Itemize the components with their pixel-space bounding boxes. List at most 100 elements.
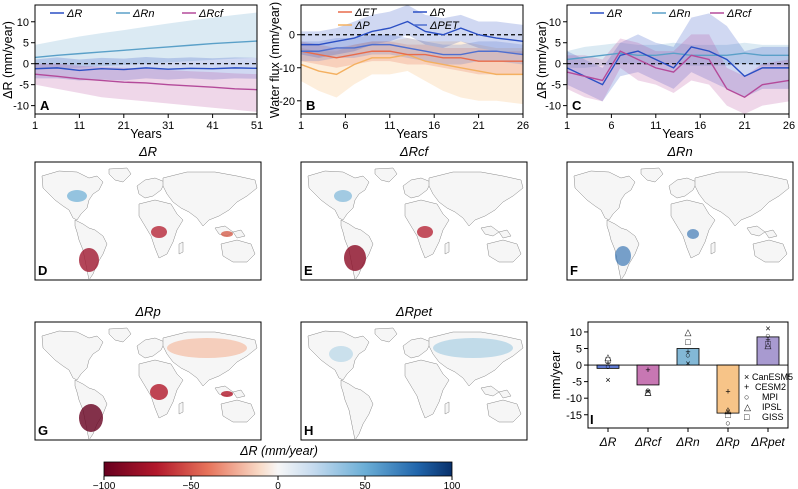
bar-xlabel-dR: ΔR (599, 435, 617, 449)
xtick-label-a-31: 31 (162, 120, 174, 132)
ytick-label-c-5: 5 (555, 38, 561, 50)
map-h-hotspot-asia (433, 338, 513, 358)
bar-ytick-label-5: 5 (576, 344, 582, 356)
xtick-label-c-1: 1 (564, 120, 570, 132)
xtick-label-b-1: 1 (298, 120, 304, 132)
bar-dR-model-1: + (605, 358, 610, 368)
ytick-label-c-10: 10 (549, 17, 561, 29)
bar-dRn-model-3: △ (685, 327, 692, 337)
bar-xlabel-dRp: ΔRp (715, 435, 740, 449)
map-f-title: ΔRn (666, 144, 692, 159)
colorbar-bar (103, 461, 453, 477)
panel-b-legend: ΔET ΔR ΔP ΔPET (338, 7, 460, 32)
bar-dR-model-0: × (605, 375, 610, 385)
model-label-3: IPSL (762, 402, 782, 412)
model-marker-3: △ (744, 402, 751, 412)
map-g-hotspot-seasia (221, 391, 233, 397)
map-e-title: ΔRcf (399, 144, 430, 159)
bar-dRpet-model-1: + (765, 335, 770, 345)
ytick-label-a-5: 5 (23, 38, 29, 50)
xtick-label-c-21: 21 (738, 120, 750, 132)
legend-label-dRn-c: ΔRn (668, 8, 690, 20)
ytick-label-b--10: -10 (279, 63, 295, 75)
bar-dRcf-model-3: △ (645, 387, 652, 397)
map-h-title: ΔRpet (395, 304, 434, 319)
map-e: ΔRcf E (300, 144, 528, 281)
map-h-hotspot-namerica (329, 346, 353, 362)
bar-dRcf-model-4: □ (645, 388, 651, 398)
bar-xlabel-dRn: ΔRn (675, 435, 700, 449)
model-marker-0: × (744, 372, 749, 382)
line-b-dR (301, 20, 524, 46)
bar-ytick-label--5: -5 (572, 377, 582, 389)
line-c-dRcf (566, 50, 790, 99)
bar-dRpet-model-0: × (765, 324, 770, 334)
line-b-dET (300, 50, 523, 62)
panel-c-ylabel: ΔR (mm/year) (535, 21, 549, 99)
legend-label-dR-c: ΔR (606, 8, 622, 20)
panel-i-plot: ×+○△□ΔR×+○△□ΔRcf×+○△□ΔRn×+○△□ΔRp×+○△□ΔRp… (566, 324, 788, 449)
bar-ytick-label--10: -10 (566, 393, 582, 405)
ytick-label-b--20: -20 (279, 96, 295, 108)
ytick-label-c--10: -10 (545, 101, 561, 113)
bar-xlabel-dRcf: ΔRcf (634, 435, 663, 449)
model-marker-1: + (744, 382, 749, 392)
map-f-hotspot-amazon (615, 246, 631, 266)
line-c-dR (566, 46, 789, 86)
panel-i-axes (587, 321, 789, 429)
panel-b-xlabel: Years (396, 127, 428, 141)
map-letter-g: G (38, 423, 48, 438)
map-g-title: ΔRp (134, 304, 160, 319)
xtick-label-c-16: 16 (694, 120, 706, 132)
bar-dRp-model-4: □ (725, 410, 731, 420)
xtick-label-a-1: 1 (32, 120, 38, 132)
panel-letter-c: C (572, 98, 582, 113)
map-d-hotspot-amazon (79, 248, 99, 272)
panel-a-ylabel: ΔR (mm/year) (1, 21, 15, 99)
cb-tick-label-2: 0 (275, 481, 281, 489)
bar-dR-model-2: ○ (605, 362, 610, 372)
panel-b-plot: 1 6 11 16 21 26-20-100 (279, 5, 529, 132)
band-b-dR (301, 5, 523, 58)
panel-b-axes (300, 4, 524, 115)
ytick-label-a-0: 0 (23, 59, 29, 71)
bar-dR-model-4: □ (605, 355, 611, 365)
model-label-4: GISS (762, 412, 784, 422)
panel-letter-i: I (590, 412, 594, 427)
map-g-hotspot-congo (150, 384, 168, 400)
model-marker-4: □ (744, 412, 750, 422)
legend-label-dET: ΔET (354, 7, 378, 19)
bar-ytick-label--15: -15 (566, 410, 582, 422)
bar-ytick-label-10: 10 (570, 327, 582, 339)
map-d-title: ΔR (138, 144, 157, 159)
xtick-label-a-51: 51 (251, 120, 263, 132)
cb-tick-label-1: −50 (183, 481, 200, 489)
bar-dRp (716, 364, 740, 414)
map-letter-f: F (570, 263, 578, 278)
bar-dRpet (756, 336, 780, 366)
map-d-world (41, 167, 258, 281)
band-b-dPET (301, 34, 523, 65)
panel-i: ×+○△□ΔR×+○△□ΔRcf×+○△□ΔRn×+○△□ΔRp×+○△□ΔRp… (549, 321, 793, 449)
bar-dRpet-model-3: △ (765, 340, 772, 350)
band-a-dRcf (35, 63, 257, 112)
map-d-hotspot-congo (151, 226, 167, 238)
legend-label-dPET: ΔPET (429, 20, 460, 32)
panel-b-ylabel: Water flux (mm/year) (268, 2, 282, 118)
line-b-dPET (301, 43, 524, 56)
map-f-world (573, 167, 790, 281)
legend-label-dP: ΔP (354, 20, 370, 32)
map-g-hotspot-amazon (79, 404, 103, 432)
bar-dRn-model-1: + (685, 347, 690, 357)
cb-tick-label-0: −100 (93, 481, 116, 489)
map-letter-h: H (304, 423, 313, 438)
colorbar-ticks: −100 −50 0 50 100 (93, 476, 461, 489)
panel-a-legend: ΔR ΔRn ΔRcf (50, 8, 224, 20)
xtick-label-c-11: 11 (650, 120, 661, 132)
model-label-0: CanESM5 (752, 372, 793, 382)
legend-label-dRn: ΔRn (132, 8, 154, 20)
xtick-label-b-11: 11 (384, 120, 395, 132)
bar-dR (596, 364, 620, 369)
